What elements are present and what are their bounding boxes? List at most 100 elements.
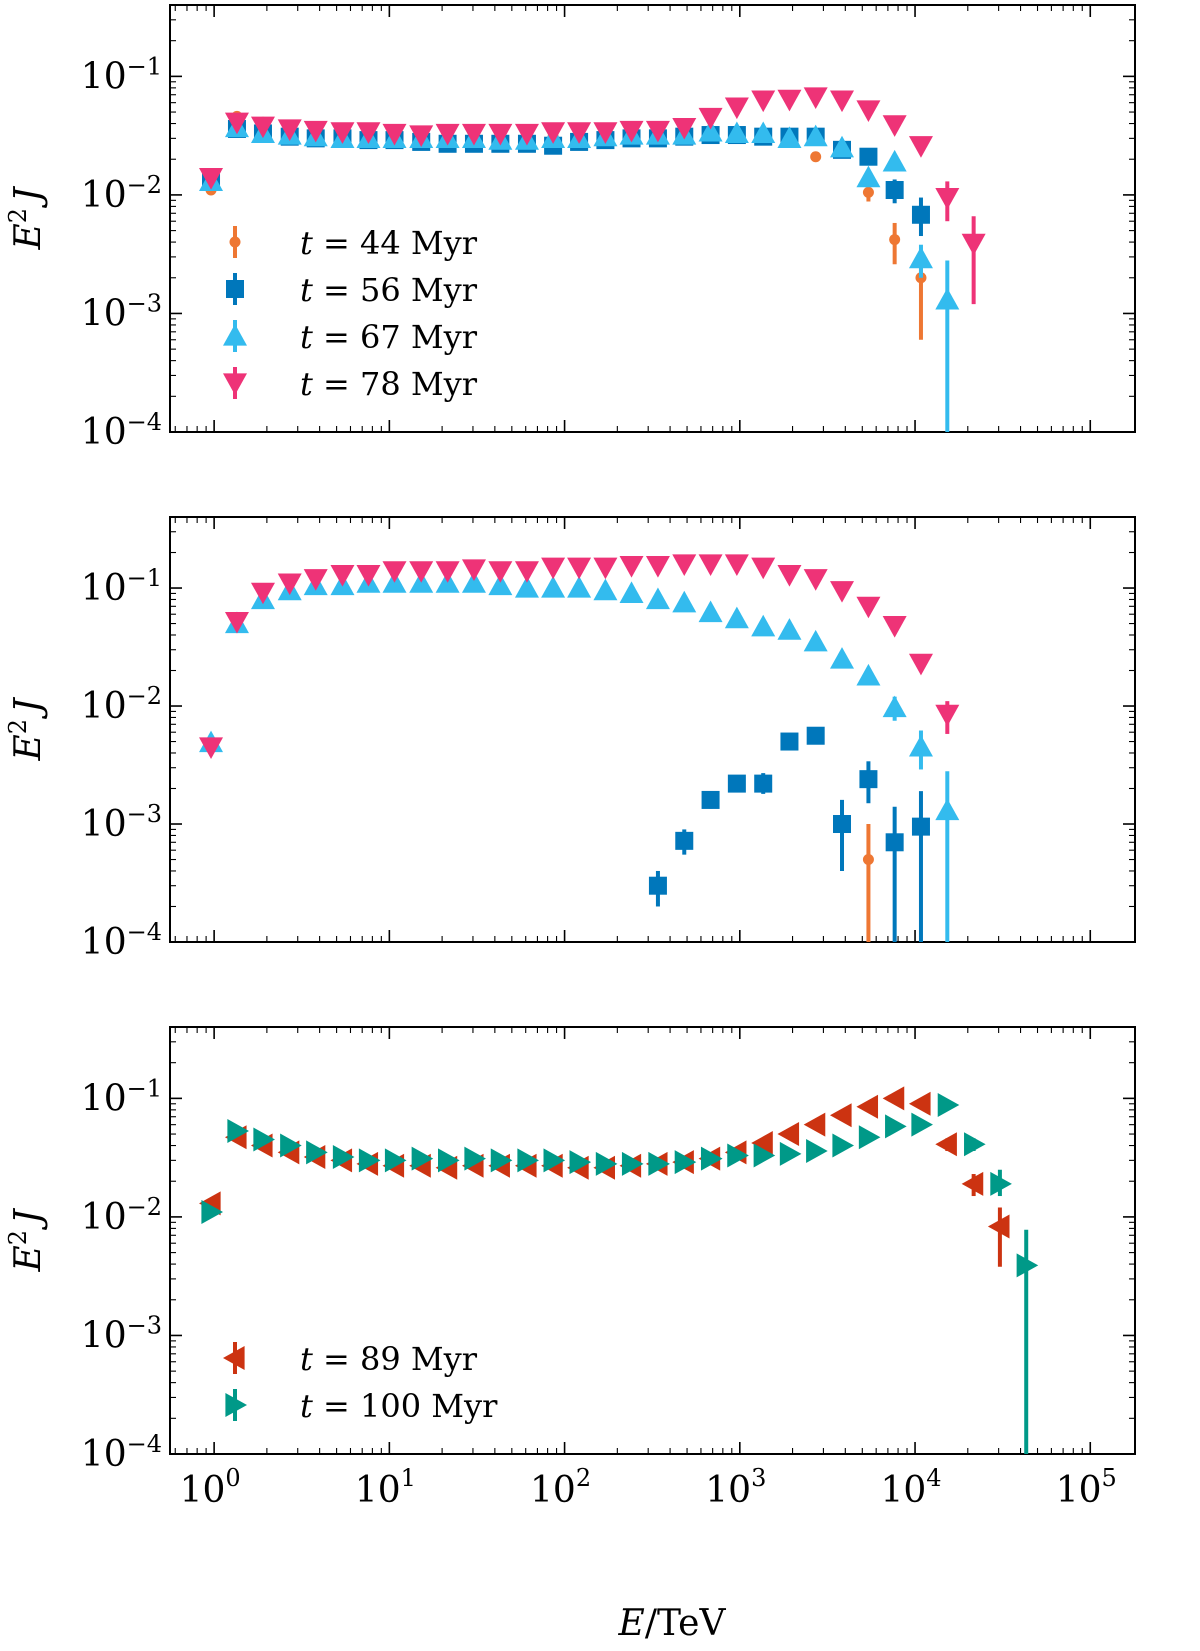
point-t67 (724, 121, 749, 144)
point-t67 (777, 618, 802, 640)
point-t78 (277, 119, 302, 141)
point-t78 (488, 123, 513, 146)
series-t44 (862, 824, 874, 942)
y-label-j: J (8, 1207, 49, 1231)
y-tick-label: 10−1 (81, 1074, 162, 1119)
point-t100 (253, 1127, 275, 1152)
point-t89 (751, 1131, 773, 1156)
point-t78 (382, 561, 407, 583)
point-t100 (1016, 1253, 1039, 1278)
point-t78 (908, 653, 933, 676)
x-tick-base: 10 (355, 1470, 401, 1511)
point-t100 (674, 1150, 697, 1175)
point-t78 (593, 122, 618, 144)
y-tick-label: 10−3 (81, 289, 162, 334)
x-tick-exponent: 1 (401, 1464, 416, 1492)
point-t78 (303, 120, 328, 143)
point-t56 (675, 831, 694, 850)
point-t56 (859, 770, 878, 789)
y-tick-base: 10 (81, 412, 127, 453)
point-t89 (830, 1103, 852, 1128)
x-tick-label: 104 (880, 1464, 941, 1511)
legend-label-t56: t = 56 Myr (300, 271, 478, 309)
series-t67 (199, 571, 960, 942)
point-t78 (751, 557, 776, 580)
y-tick-base: 10 (81, 1315, 127, 1356)
legend-t-symbol: t (300, 1340, 313, 1378)
legend-t-symbol: t (300, 271, 313, 309)
point-t89 (882, 1086, 905, 1111)
plot-frame (169, 4, 1136, 433)
point-t67 (935, 798, 960, 821)
legend-value: = 67 Myr (313, 318, 478, 356)
point-t78 (250, 116, 275, 139)
point-t100 (700, 1146, 723, 1171)
point-t78 (435, 123, 460, 146)
point-t78 (698, 107, 723, 130)
point-t56 (859, 147, 878, 166)
y-tick-base: 10 (81, 175, 127, 216)
y-tick-base: 10 (81, 293, 127, 334)
point-t78 (514, 561, 539, 583)
y-tick-exponent: −2 (127, 1193, 162, 1221)
point-t78 (645, 555, 670, 578)
point-t78 (330, 564, 355, 587)
point-t56 (833, 815, 852, 834)
point-t67 (803, 124, 828, 147)
point-t78 (409, 125, 434, 148)
point-t67 (882, 695, 907, 718)
point-t67 (882, 149, 907, 172)
point-t67 (461, 571, 486, 593)
point-t56 (911, 205, 930, 224)
point-t78 (856, 596, 881, 619)
point-t100 (464, 1146, 486, 1171)
point-t100 (490, 1148, 513, 1173)
y-tick-base: 10 (81, 804, 127, 845)
point-t78 (199, 737, 224, 759)
legend-t-symbol: t (300, 224, 313, 262)
point-t67 (856, 165, 881, 188)
point-t78 (435, 561, 460, 583)
point-t78 (541, 557, 566, 580)
point-t78 (908, 136, 933, 158)
point-t67 (698, 119, 723, 142)
point-t67 (619, 581, 644, 604)
y-tick-label: 10−4 (81, 1430, 162, 1475)
point-t56 (806, 726, 825, 745)
point-t100 (621, 1151, 644, 1176)
y-tick-base: 10 (81, 922, 127, 963)
point-t67 (593, 578, 618, 601)
point-t78 (356, 122, 381, 144)
y-axis-label: E2J (4, 1207, 49, 1273)
y-tick-exponent: −2 (127, 171, 162, 199)
series-t78 (199, 554, 960, 759)
point-t44 (810, 151, 822, 163)
data-layer (199, 87, 986, 432)
point-t89 (803, 1112, 826, 1137)
y-tick-exponent: −4 (127, 918, 162, 946)
legend-value: = 56 Myr (313, 271, 478, 309)
point-t78 (803, 87, 828, 109)
point-t78 (382, 123, 407, 146)
x-tick-exponent: 0 (225, 1464, 240, 1492)
point-t100 (438, 1148, 460, 1173)
series-t89 (199, 1086, 1010, 1267)
series-t100 (201, 1092, 1039, 1454)
y-axis-label: E2J (4, 185, 49, 251)
legend-value: = 89 Myr (313, 1340, 478, 1378)
y-axis-label: E2J (4, 696, 49, 762)
point-t78 (593, 557, 618, 580)
point-t100 (911, 1112, 933, 1137)
point-t100 (937, 1092, 960, 1117)
data-layer (199, 554, 960, 942)
point-t67 (777, 126, 802, 148)
legend-marker-t44 (229, 236, 241, 248)
x-tick-base: 10 (530, 1470, 576, 1511)
legend-marker-t67 (223, 324, 247, 346)
x-tick-label: 100 (180, 1464, 241, 1511)
point-t100 (595, 1151, 618, 1176)
point-t56 (727, 774, 746, 793)
x-tick-label: 101 (355, 1464, 416, 1511)
